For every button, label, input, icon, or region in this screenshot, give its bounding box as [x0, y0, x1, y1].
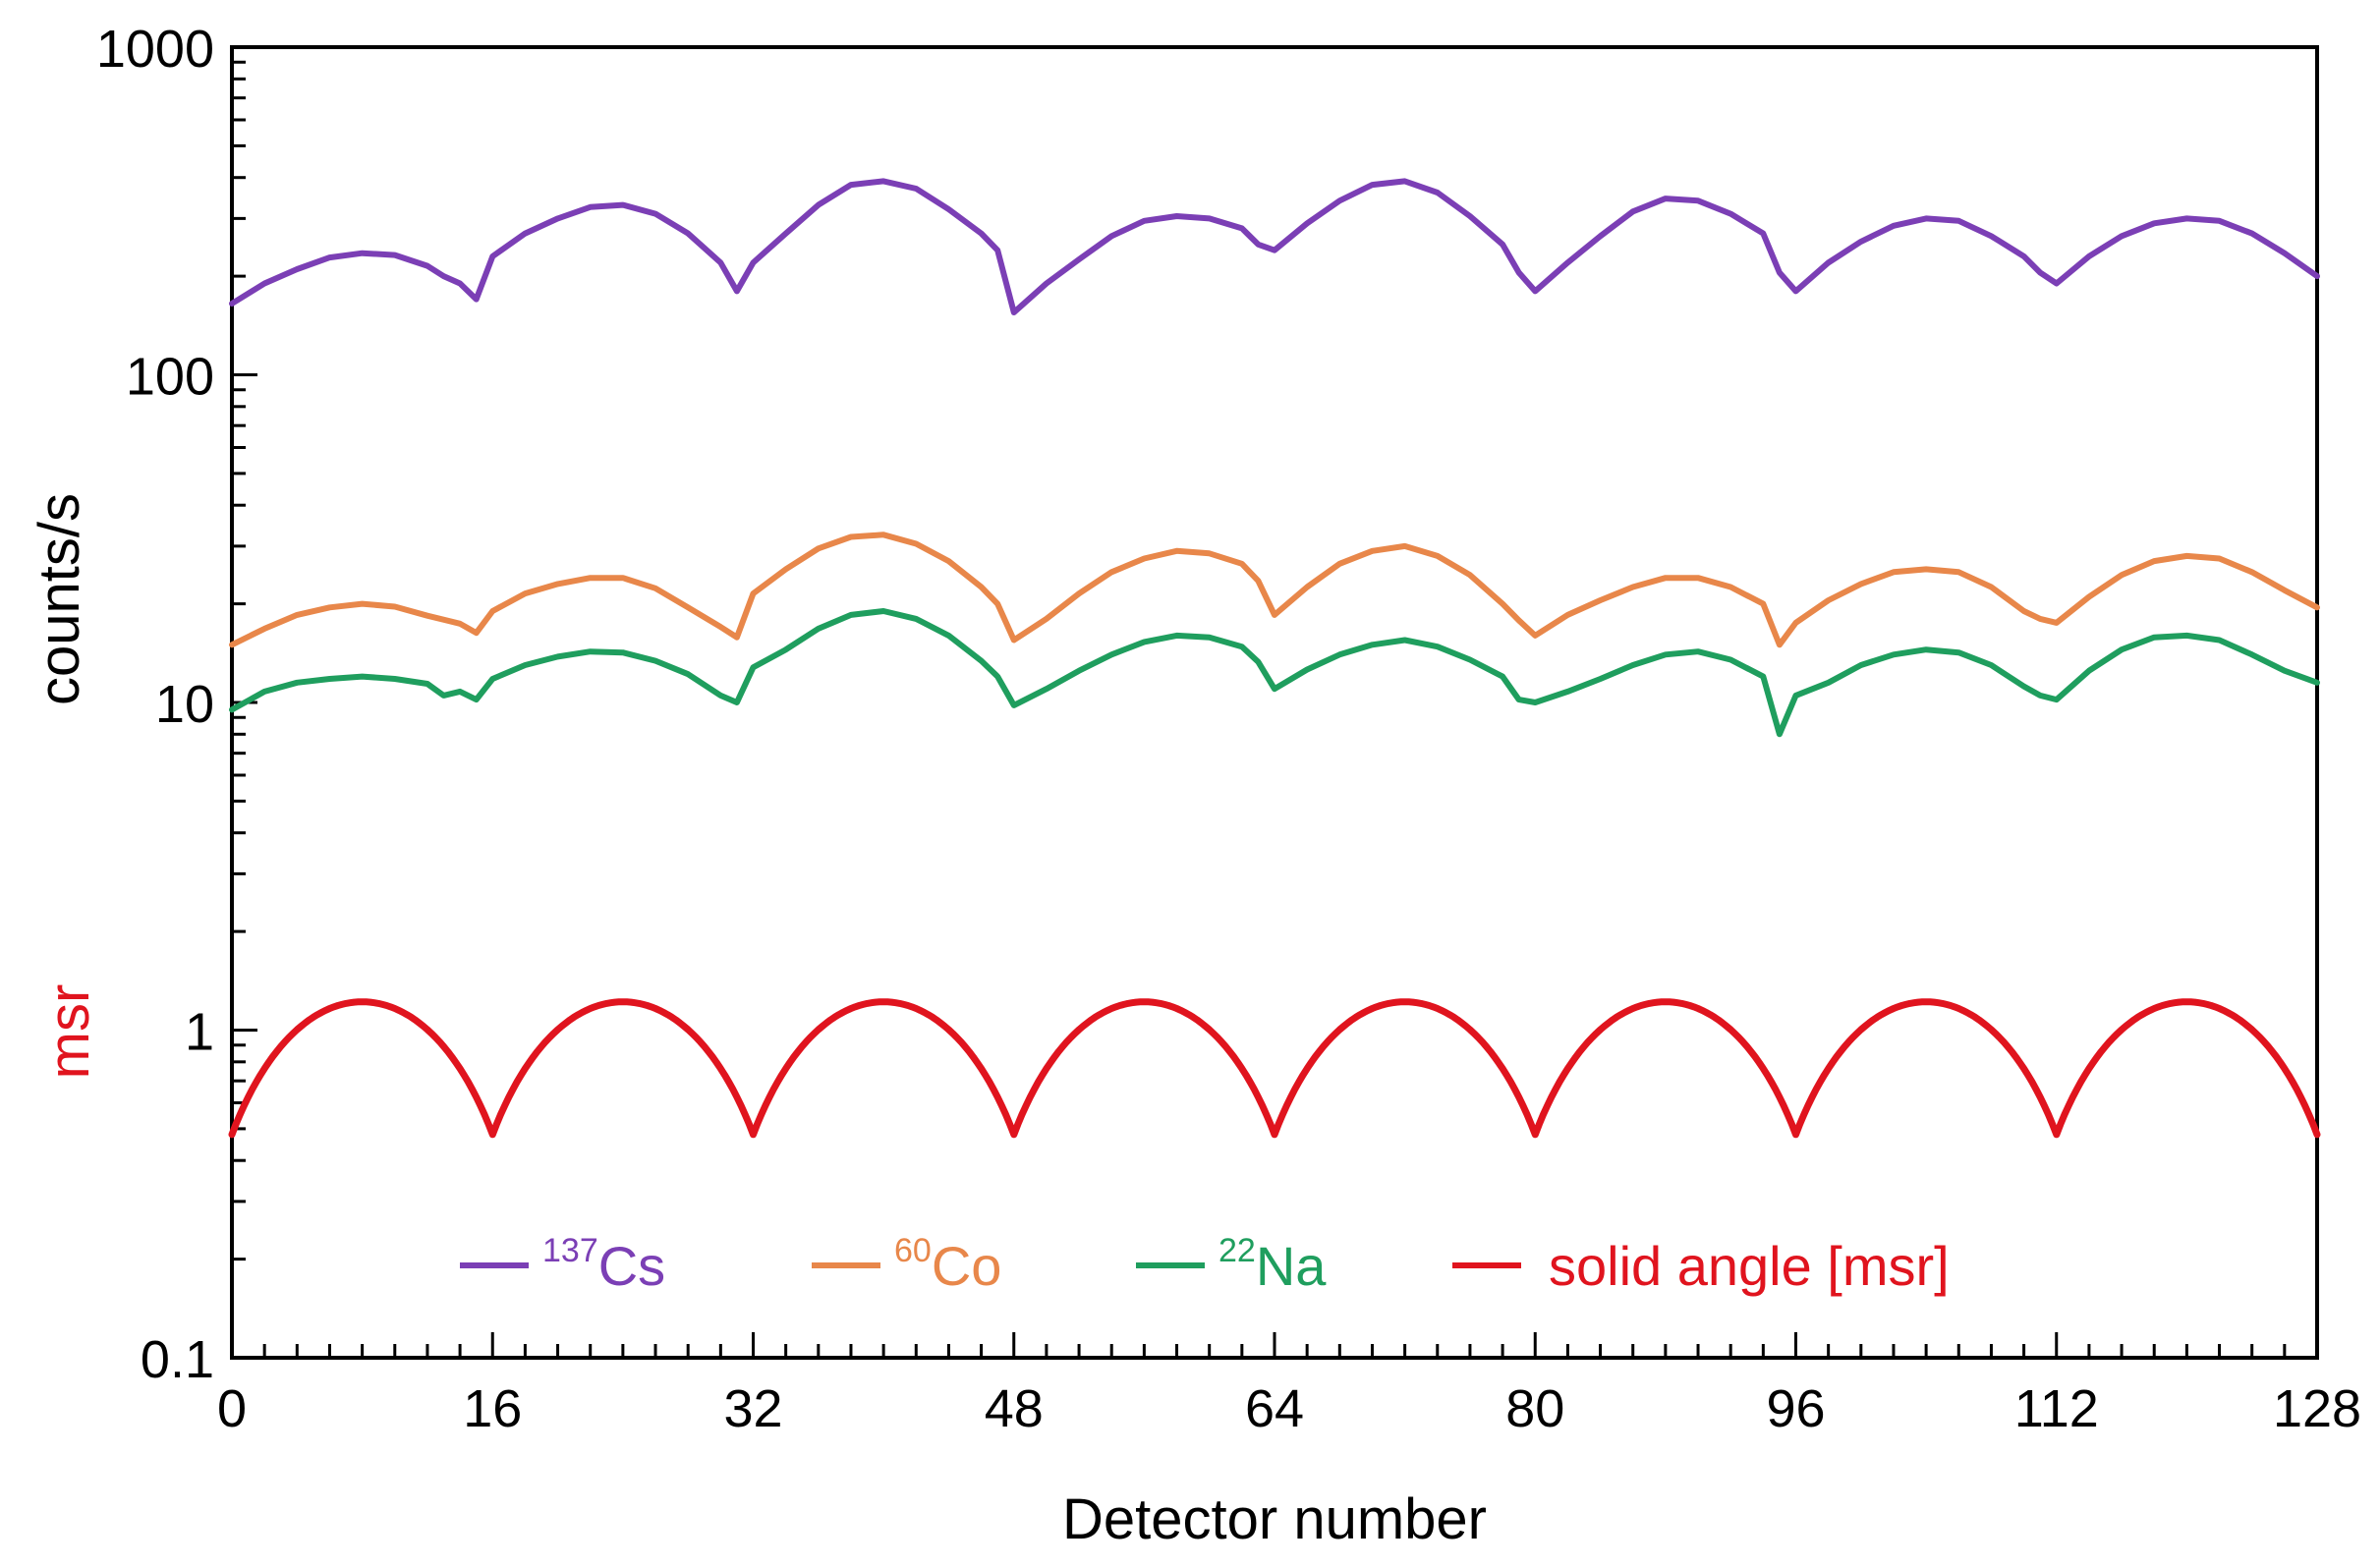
x-tick-label: 128 — [2273, 1379, 2361, 1438]
x-tick-label: 48 — [985, 1379, 1044, 1438]
series-na-line — [229, 608, 2320, 738]
series-layer — [228, 178, 2321, 1139]
x-tick-label: 96 — [1766, 1379, 1825, 1438]
y-tick-label: 1 — [185, 1003, 214, 1062]
y-axis-ticks: 0.1 1 10 100 1000 — [96, 20, 257, 1389]
x-axis-title: Detector number — [1062, 1487, 1487, 1551]
legend-label-co: 60Co — [894, 1232, 1001, 1297]
x-tick-label: 112 — [2014, 1379, 2099, 1438]
x-tick-label: 0 — [217, 1379, 247, 1438]
legend: 137Cs 60Co 22Na solid angle [msr] — [460, 1232, 1950, 1297]
x-tick-label: 80 — [1505, 1379, 1564, 1438]
x-tick-label: 64 — [1245, 1379, 1304, 1438]
y-tick-label: 100 — [126, 348, 214, 407]
x-axis-ticks: 0 16 32 48 64 80 96 112 128 — [217, 1332, 2361, 1438]
x-tick-label: 32 — [723, 1379, 782, 1438]
series-co-line — [229, 532, 2320, 648]
y-axis-title-msr: msr — [37, 984, 101, 1080]
y-tick-label: 1000 — [96, 20, 214, 79]
x-tick-label: 16 — [463, 1379, 522, 1438]
series-cs-line — [229, 178, 2320, 315]
legend-label-solid-angle: solid angle [msr] — [1549, 1235, 1950, 1297]
legend-label-na: 22Na — [1218, 1232, 1327, 1297]
series-solid-angle-line — [228, 998, 2321, 1139]
legend-label-cs: 137Cs — [542, 1232, 665, 1297]
y-tick-label: 10 — [155, 675, 214, 734]
y-axis-title: counts/s — [28, 493, 91, 705]
y-tick-label: 0.1 — [141, 1330, 214, 1389]
